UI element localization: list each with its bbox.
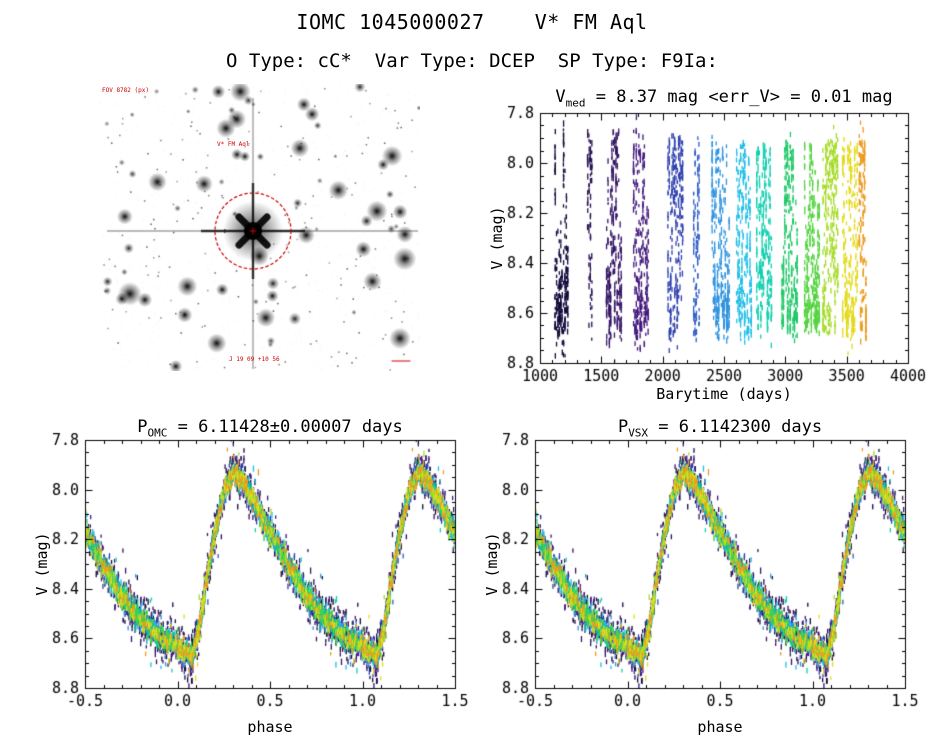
finder-chart-image [99,84,420,371]
page-subtitle: O Type: cC* Var Type: DCEP SP Type: F9Ia… [226,50,718,72]
time-plot-xlabel: Barytime (days) [656,385,792,403]
phase-vsx-plot: PVSX = 6.1142300 days V (mag) phase [480,415,935,745]
time-lightcurve-plot: Vmed = 8.37 mag <err_V> = 0.01 mag V (ma… [485,85,940,410]
phase-vsx-xlabel: phase [697,718,743,736]
finder-annotation-topleft: FOV 8782 (px) [102,87,149,94]
finder-annotation-center: V* FM Aql [217,141,250,148]
time-lightcurve-canvas [485,85,940,395]
phase-omc-plot: POMC = 6.11428±0.00007 days V (mag) phas… [30,415,485,745]
phase-omc-xlabel: phase [247,718,293,736]
phase-vsx-canvas [480,415,935,715]
finder-annotation-bottom: J 19 09 +10 56 [229,356,280,363]
page-title: IOMC 1045000027 V* FM Aql [296,10,648,34]
phase-omc-canvas [30,415,485,715]
finder-chart: FOV 8782 (px) V* FM Aql J 19 09 +10 56 [99,84,420,371]
